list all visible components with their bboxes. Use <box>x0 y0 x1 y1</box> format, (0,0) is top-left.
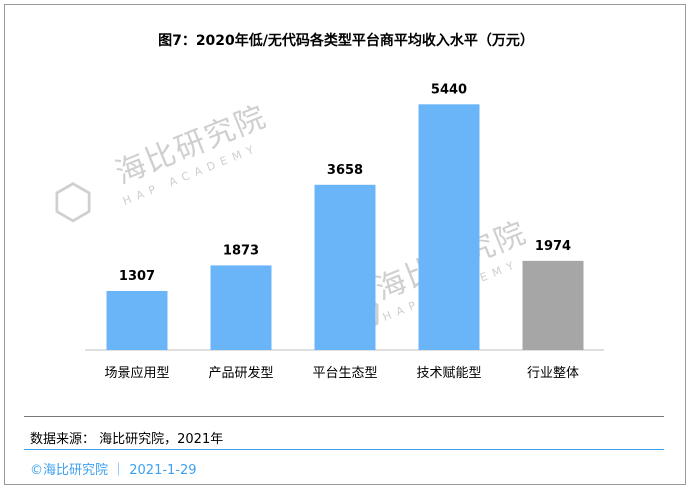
category-label-3: 技术赋能型 <box>416 366 481 381</box>
bars-group: 1307 场景应用型 1873 产品研发型 3658 平台生态型 5440 技术赋能型 1974… <box>104 82 584 381</box>
bar-0 <box>106 290 168 350</box>
footer-divider <box>24 449 664 450</box>
category-label-2: 平台生态型 <box>312 366 377 381</box>
bar-3 <box>418 104 480 351</box>
bar-1 <box>210 265 272 350</box>
data-label-1: 1873 <box>223 243 259 258</box>
source-divider <box>24 416 664 417</box>
bar-2 <box>314 184 376 350</box>
chart-title: 图7：2020年低/无代码各类型平台商平均收入水平（万元） <box>158 33 534 49</box>
data-source: 数据来源： 海比研究院，2021年 <box>30 432 224 447</box>
category-label-0: 场景应用型 <box>104 365 169 381</box>
data-label-4: 1974 <box>535 239 571 254</box>
category-label-1: 产品研发型 <box>208 365 273 381</box>
bar-4 <box>522 260 584 350</box>
data-label-3: 5440 <box>431 82 467 97</box>
category-label-4: 行业整体 <box>527 366 579 381</box>
data-label-0: 1307 <box>119 269 155 284</box>
footer-copyright: ©海比研究院 ｜ 2021-1-29 <box>30 463 197 478</box>
data-label-2: 3658 <box>327 163 363 178</box>
